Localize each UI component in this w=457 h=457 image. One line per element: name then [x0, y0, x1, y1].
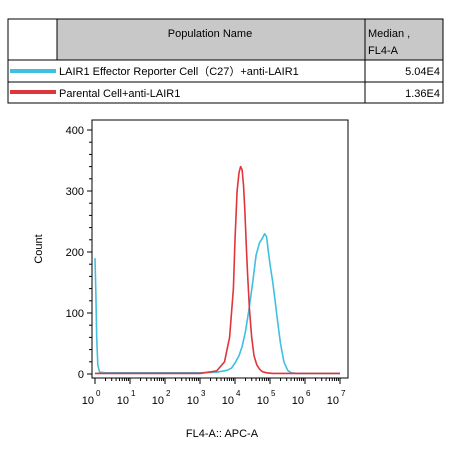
legend-table: Population Name Median , FL4-A LAIR1 Eff…	[7, 18, 444, 104]
x-tick-base: 10	[257, 395, 269, 407]
x-tick-label: 100	[82, 389, 101, 407]
series-line-1	[94, 232, 340, 375]
legend-label-row-2: Parental Cell+anti-LAIR1	[59, 88, 180, 100]
x-tick-label: 107	[327, 389, 346, 407]
x-tick-exponent: 7	[341, 389, 346, 398]
x-tick-label: 102	[152, 389, 171, 407]
x-tick-base: 10	[117, 395, 129, 407]
x-tick-exponent: 1	[131, 389, 136, 398]
x-tick-base: 10	[187, 395, 199, 407]
x-tick-exponent: 5	[271, 389, 276, 398]
header-population: Population Name	[168, 28, 252, 40]
x-tick-label: 106	[292, 389, 311, 407]
x-tick-base: 10	[222, 395, 234, 407]
x-tick-label: 104	[222, 389, 241, 407]
header-median-sub: FL4-A	[368, 45, 399, 57]
x-tick-base: 10	[327, 395, 339, 407]
table-median-header-fill	[365, 19, 443, 60]
y-axis-label: Count	[33, 234, 45, 263]
x-axis-label: FL4-A:: APC-A	[186, 428, 259, 440]
x-tick-exponent: 4	[236, 389, 241, 398]
header-median: Median ,	[368, 28, 410, 40]
x-tick-base: 10	[152, 395, 164, 407]
x-tick-label: 101	[117, 389, 136, 407]
x-tick-label: 105	[257, 389, 276, 407]
x-tick-exponent: 6	[306, 389, 311, 398]
plot-frame	[91, 119, 349, 379]
x-tick-label: 103	[187, 389, 206, 407]
x-tick-base: 10	[292, 395, 304, 407]
y-tick-label: 200	[66, 247, 84, 259]
table-header-fill	[57, 19, 365, 60]
x-tick-exponent: 0	[96, 389, 101, 398]
x-tick-exponent: 2	[166, 389, 171, 398]
table-border	[7, 18, 444, 104]
x-tick-exponent: 3	[201, 389, 206, 398]
legend-label-row-1: LAIR1 Effector Reporter Cell（C27）+anti-L…	[59, 65, 299, 78]
y-tick-label: 0	[78, 369, 84, 381]
y-tick-label: 300	[66, 186, 84, 198]
x-tick-base: 10	[82, 395, 94, 407]
y-axis: 0 100 200 300 400	[66, 125, 92, 381]
series-line-2	[95, 165, 340, 375]
y-tick-label: 100	[66, 308, 84, 320]
median-value-row-2: 1.36E4	[405, 88, 440, 100]
median-value-row-1: 5.04E4	[405, 66, 440, 78]
series-group	[94, 165, 340, 375]
y-tick-label: 400	[66, 125, 84, 137]
